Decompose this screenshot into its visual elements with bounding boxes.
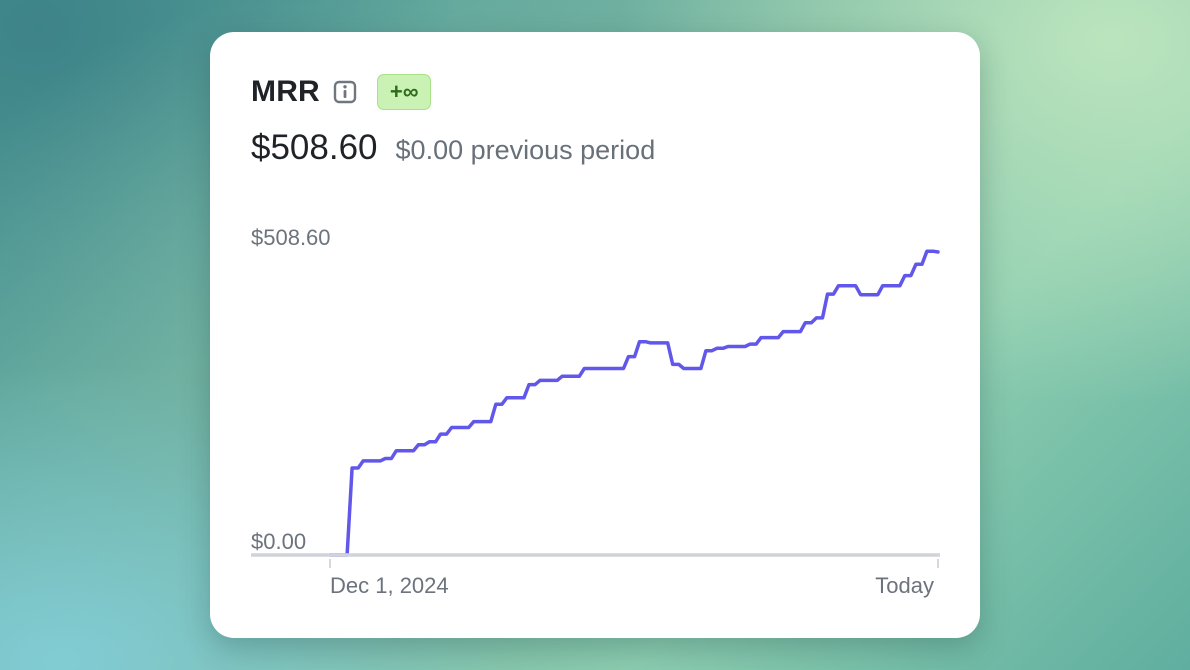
mrr-line-chart: $508.60 $0.00 Dec 1, 2024 Today: [251, 225, 940, 598]
current-value: $508.60: [251, 128, 378, 167]
card-title: MRR: [251, 75, 320, 108]
x-tick-label-end: Today: [875, 573, 934, 598]
change-badge: +∞: [376, 74, 432, 110]
card-header: MRR +∞: [251, 72, 432, 112]
y-tick-min: $0.00: [251, 529, 306, 554]
x-tick-label-start: Dec 1, 2024: [330, 573, 449, 598]
y-tick-max: $508.60: [251, 225, 331, 250]
mrr-series-line: [328, 249, 940, 557]
info-icon[interactable]: [333, 80, 357, 104]
mrr-card: MRR +∞ $508.60 $0.00 previous period $50…: [210, 32, 980, 638]
previous-period-value: $0.00 previous period: [395, 135, 656, 165]
value-row: $508.60 $0.00 previous period: [251, 128, 655, 168]
